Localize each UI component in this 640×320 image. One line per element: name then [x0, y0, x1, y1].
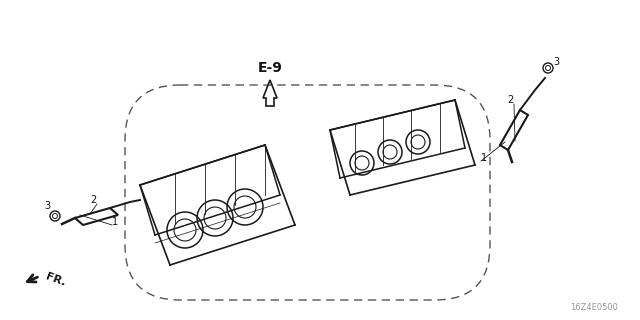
Text: 1: 1 — [112, 217, 118, 227]
Text: 2: 2 — [507, 95, 513, 105]
Text: 1: 1 — [481, 153, 487, 163]
Text: 2: 2 — [90, 195, 96, 205]
Text: 16Z4E0500: 16Z4E0500 — [570, 303, 618, 312]
Text: FR.: FR. — [44, 272, 67, 288]
Text: 3: 3 — [553, 57, 559, 67]
Text: 3: 3 — [44, 201, 50, 211]
Text: E-9: E-9 — [257, 61, 282, 75]
